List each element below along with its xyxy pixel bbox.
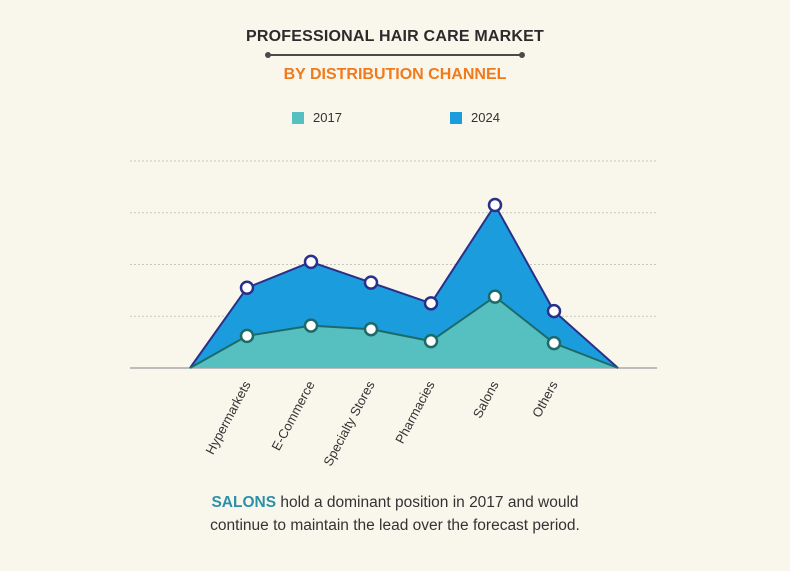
legend-swatch-2017 [292,111,304,124]
chart-legend: 2017 2024 [0,110,790,128]
chart-caption: SALONS hold a dominant position in 2017 … [0,491,790,537]
line-2017 [189,295,619,369]
caption-highlight: SALONS [211,494,277,511]
line-2024 [189,204,619,369]
area-chart: Hypermarkets E-Commerce Specialty Stores Ph… [130,160,657,468]
x-tick-label-pharmacies: Pharmacies [392,378,438,446]
legend-item-2024: 2024 [450,110,500,125]
marker-2017-hypermarkets [239,328,255,344]
marker-2024-salons [487,197,503,213]
caption-line2: continue to maintain the lead over the f… [210,517,580,534]
x-tick-label-salons: Salons [470,378,502,421]
marker-2024-specialty-stores [363,275,379,290]
x-tick-label-others: Others [529,378,561,420]
caption-line1: hold a dominant position in 2017 and wou… [276,494,579,511]
marker-2017-others [546,335,562,351]
marker-2024-others [546,303,562,319]
marker-2024-pharmacies [423,296,439,311]
legend-label-2017: 2017 [313,110,342,125]
divider-dot-left [265,52,271,58]
legend-item-2017: 2017 [292,110,342,125]
marker-2017-specialty-stores [363,321,379,337]
title-divider [265,52,525,58]
area-2017 [190,296,618,368]
marker-2024-e-commerce [303,254,319,270]
chart-title: PROFESSIONAL HAIR CARE MARKET [246,28,544,45]
marker-2017-pharmacies [423,333,439,349]
legend-swatch-2024 [450,111,462,124]
divider-line [269,54,521,56]
marker-2024-hypermarkets [239,280,255,296]
x-tick-label-specialty-stores: Specialty Stores [320,378,378,468]
x-tick-label-e-commerce: E-Commerce [268,378,317,453]
chart-subtitle: BY DISTRIBUTION CHANNEL [283,66,507,83]
divider-dot-right [519,52,525,58]
marker-2017-salons [487,289,503,304]
x-tick-label-hypermarkets: Hypermarkets [202,378,253,457]
legend-label-2024: 2024 [471,110,500,125]
marker-2017-e-commerce [303,318,319,333]
